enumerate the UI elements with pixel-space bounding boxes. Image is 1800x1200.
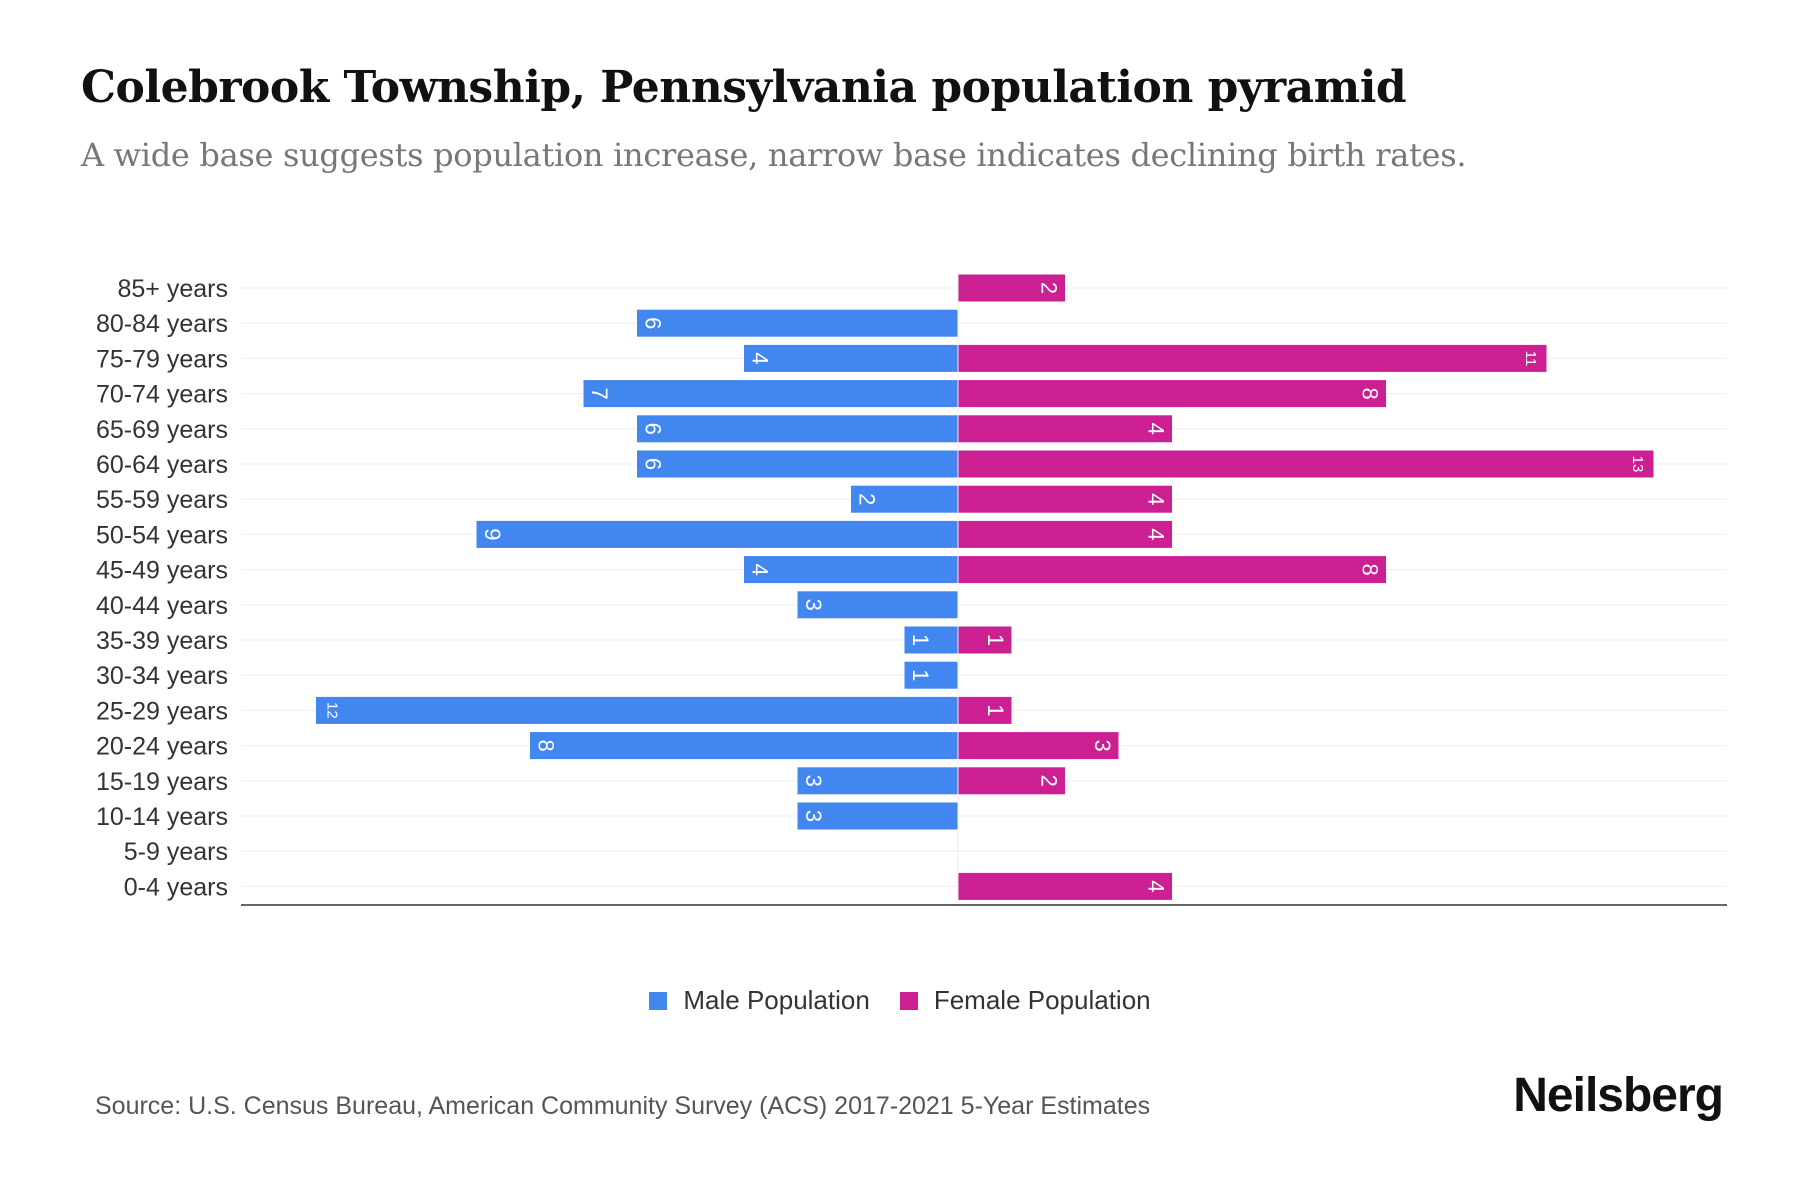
bar-value-label: 12 — [324, 702, 341, 719]
bar-value-label: 4 — [1144, 880, 1169, 892]
female-bar[interactable] — [958, 626, 1012, 654]
male-bar[interactable] — [583, 380, 959, 408]
category-label: 85+ years — [118, 275, 229, 303]
bar-value-label: 8 — [534, 739, 559, 751]
bar-value-label: 13 — [1629, 456, 1646, 473]
bar-value-label: 8 — [1358, 387, 1383, 399]
bar-value-label: 1 — [908, 669, 933, 681]
bar-value-label: 3 — [801, 599, 826, 611]
category-label: 80-84 years — [96, 310, 228, 338]
category-label: 70-74 years — [96, 381, 228, 409]
category-label: 65-69 years — [96, 416, 228, 444]
female-swatch — [899, 991, 918, 1010]
female-bar[interactable] — [958, 767, 1065, 795]
legend-female-label: Female Population — [933, 985, 1151, 1015]
bar-value-label: 1 — [908, 634, 933, 646]
category-label: 40-44 years — [96, 592, 228, 620]
male-bar[interactable] — [797, 591, 959, 619]
female-bar[interactable] — [958, 872, 1172, 900]
bar-value-label: 6 — [641, 317, 666, 329]
male-bar[interactable] — [476, 520, 959, 548]
category-label: 10-14 years — [96, 803, 228, 831]
male-bar[interactable] — [637, 450, 958, 478]
bar-value-label: 2 — [1037, 282, 1062, 294]
bar-value-label: 2 — [1037, 775, 1062, 787]
female-bar[interactable] — [958, 696, 1012, 724]
bar-value-label: 7 — [587, 387, 612, 399]
female-bar[interactable] — [958, 732, 1119, 760]
bar-value-label: 8 — [1358, 563, 1383, 575]
bar-value-label: 9 — [480, 528, 505, 540]
male-bar[interactable] — [637, 415, 958, 443]
bar-value-label: 4 — [1144, 528, 1169, 540]
male-bar[interactable] — [904, 626, 959, 654]
category-label: 30-34 years — [96, 662, 228, 690]
source-note: Source: U.S. Census Bureau, American Com… — [95, 1092, 1151, 1120]
chart-title: Colebrook Township, Pennsylvania populat… — [81, 62, 1407, 113]
bar-value-label: 2 — [855, 493, 880, 505]
female-bar[interactable] — [958, 450, 1654, 478]
female-bar[interactable] — [958, 415, 1172, 443]
category-label: 35-39 years — [96, 627, 228, 655]
pyramid-chart: 85+ years 280-84 years 675-79 years 4 1170-7… — [96, 273, 1727, 906]
bar-value-label: 1 — [983, 634, 1008, 646]
bar-value-label: 4 — [748, 352, 773, 364]
category-label: 60-64 years — [96, 451, 228, 479]
bar-value-label: 1 — [983, 704, 1008, 716]
legend-male-label: Male Population — [683, 985, 870, 1015]
category-label: 45-49 years — [96, 557, 228, 585]
male-swatch — [649, 991, 668, 1010]
legend: Male Population Female Population — [0, 985, 1800, 1016]
bar-value-label: 4 — [748, 563, 773, 575]
male-bar[interactable] — [851, 485, 958, 513]
neilsberg-logo: Neilsberg — [1513, 1069, 1724, 1122]
category-label: 0-4 years — [124, 873, 228, 901]
bar-value-label: 6 — [641, 458, 666, 470]
legend-female[interactable]: Female Population — [899, 985, 1151, 1016]
bar-value-label: 6 — [641, 423, 666, 435]
female-bar[interactable] — [958, 520, 1172, 548]
chart-subtitle: A wide base suggests population increase… — [81, 136, 1467, 174]
male-bar[interactable] — [744, 344, 958, 372]
male-bar[interactable] — [797, 767, 959, 795]
category-label: 55-59 years — [96, 486, 228, 514]
category-label: 50-54 years — [96, 521, 228, 549]
category-label: 20-24 years — [96, 733, 228, 761]
female-bar[interactable] — [958, 380, 1386, 408]
female-bar[interactable] — [958, 485, 1172, 513]
male-bar[interactable] — [637, 309, 958, 337]
female-bar[interactable] — [958, 274, 1065, 302]
legend-male[interactable]: Male Population — [649, 985, 870, 1016]
bar-value-label: 3 — [801, 775, 826, 787]
male-bar[interactable] — [530, 732, 958, 760]
bar-value-label: 11 — [1522, 351, 1539, 367]
male-bar[interactable] — [316, 696, 958, 724]
male-bar[interactable] — [797, 802, 959, 830]
male-bar[interactable] — [744, 556, 958, 584]
bar-value-label: 4 — [1144, 423, 1169, 435]
category-label: 5-9 years — [124, 838, 228, 866]
category-label: 15-19 years — [96, 768, 228, 796]
female-bar[interactable] — [958, 344, 1547, 372]
bar-value-label: 3 — [801, 810, 826, 822]
male-bar[interactable] — [904, 661, 959, 689]
bar-value-label: 3 — [1090, 739, 1115, 751]
female-bar[interactable] — [958, 556, 1386, 584]
bar-value-label: 4 — [1144, 493, 1169, 505]
category-label: 25-29 years — [96, 697, 228, 725]
category-label: 75-79 years — [96, 345, 228, 373]
